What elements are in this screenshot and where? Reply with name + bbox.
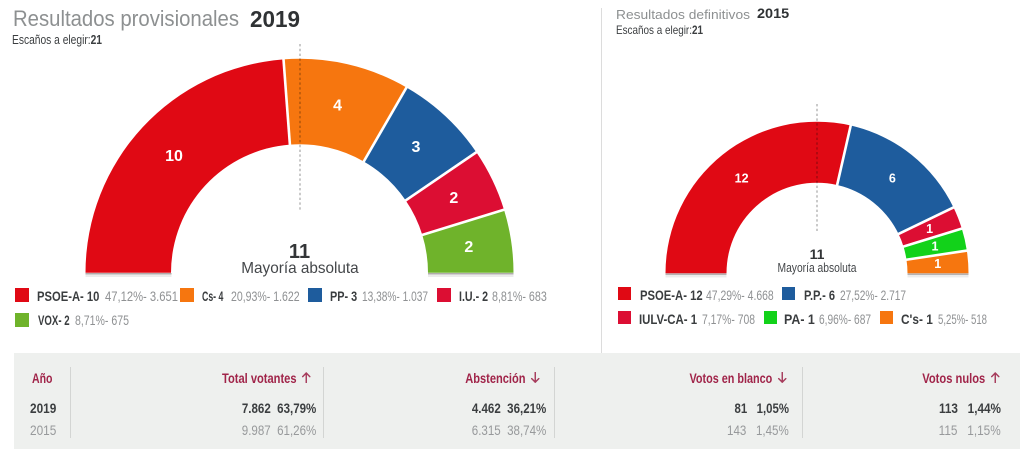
svg-text:3: 3 (412, 139, 421, 156)
svg-text:10: 10 (165, 148, 183, 165)
svg-text:1: 1 (934, 257, 941, 271)
svg-text:6: 6 (889, 172, 896, 186)
svg-text:1: 1 (926, 222, 933, 236)
svg-text:12: 12 (735, 172, 749, 186)
svg-text:4: 4 (333, 97, 342, 114)
svg-text:2: 2 (464, 239, 473, 256)
svg-text:2: 2 (449, 190, 458, 207)
svg-text:1: 1 (932, 239, 939, 253)
